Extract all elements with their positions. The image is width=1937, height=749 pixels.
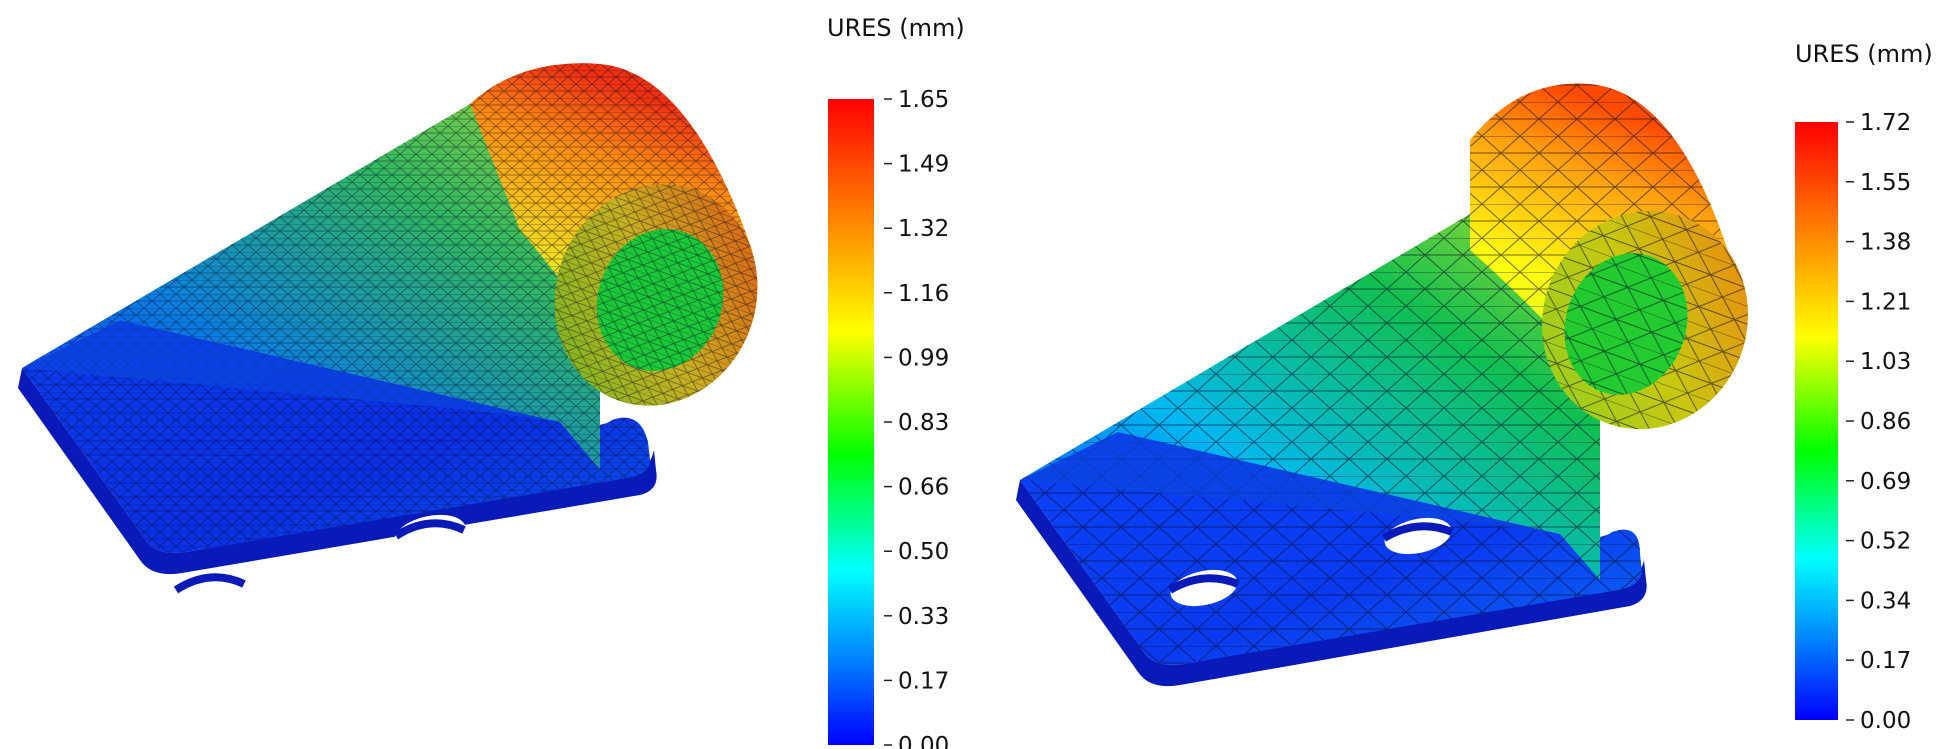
tick-label: 1.38: [1860, 230, 1911, 256]
tick-label: 0.69: [1860, 469, 1911, 495]
tick-label: 0.34: [1860, 588, 1911, 614]
tick-label: 1.16: [898, 281, 949, 307]
tick-label: 0.99: [898, 345, 949, 371]
tick-label: 0.83: [898, 410, 949, 436]
tick-label: 0.00: [898, 733, 949, 749]
tick-labels: 1.72 1.55 1.38 1.21 1.03 0.86 0.69 0.52 0.34 0.17…: [1846, 110, 1911, 734]
bracket-model-fine-mesh: [18, 63, 758, 608]
tick-label: 1.49: [898, 152, 949, 178]
tick-label: 1.03: [1860, 349, 1911, 375]
legend-coarse-mesh: URES (mm) 1.72 1.55 1.38 1.21 1.03 0.86 0.69 0.…: [1795, 40, 1933, 734]
tick-label: 0.66: [898, 475, 949, 501]
bracket-model-coarse-mesh: [1016, 83, 1748, 687]
legend-title: URES (mm): [1795, 40, 1933, 68]
tick-label: 0.17: [1860, 648, 1911, 674]
tick-label: 0.50: [898, 539, 949, 565]
legend-fine-mesh: URES (mm) 1.65 1.49 1.32 1.16 0.99 0.83 0.66 0.…: [827, 14, 965, 749]
color-bar: [1795, 122, 1838, 720]
tick-label: 1.65: [898, 87, 949, 113]
tick-label: 0.17: [898, 668, 949, 694]
tick-label: 0.52: [1860, 529, 1911, 555]
legend-title: URES (mm): [827, 14, 965, 42]
tick-label: 1.21: [1860, 289, 1911, 315]
tick-label: 1.32: [898, 216, 949, 242]
tick-labels: 1.65 1.49 1.32 1.16 0.99 0.83 0.66 0.50 0.33 0.17…: [884, 87, 949, 749]
tick-label: 0.33: [898, 604, 949, 630]
tick-label: 0.86: [1860, 409, 1911, 435]
tick-label: 1.55: [1860, 170, 1911, 196]
tick-label: 1.72: [1860, 110, 1911, 136]
color-bar: [828, 99, 874, 745]
tick-label: 0.00: [1860, 708, 1911, 734]
